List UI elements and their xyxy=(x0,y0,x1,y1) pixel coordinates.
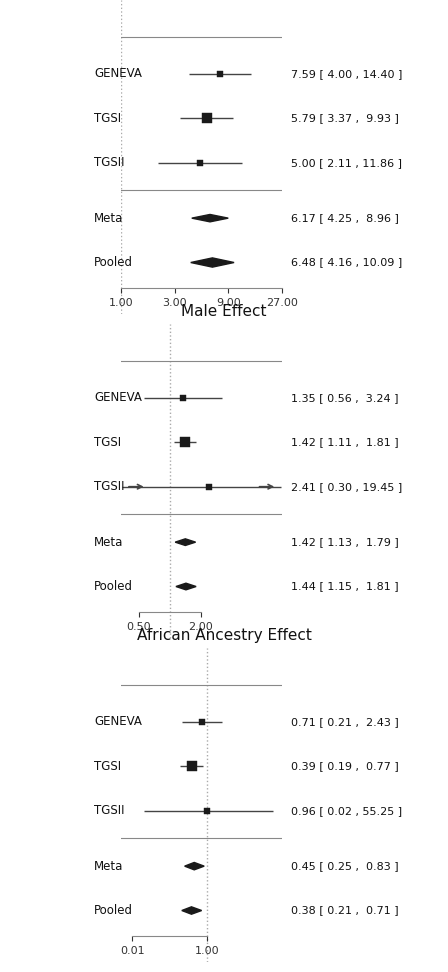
Text: 0.38 [ 0.21 ,  0.71 ]: 0.38 [ 0.21 , 0.71 ] xyxy=(291,906,399,916)
Text: 0.71 [ 0.21 ,  2.43 ]: 0.71 [ 0.21 , 2.43 ] xyxy=(291,717,399,727)
Text: 5.00 [ 2.11 , 11.86 ]: 5.00 [ 2.11 , 11.86 ] xyxy=(291,157,402,168)
Polygon shape xyxy=(191,258,234,267)
Text: Meta: Meta xyxy=(94,536,124,548)
Text: 6.17 [ 4.25 ,  8.96 ]: 6.17 [ 4.25 , 8.96 ] xyxy=(291,213,399,224)
Text: TGSII: TGSII xyxy=(94,804,125,817)
Polygon shape xyxy=(192,215,228,222)
Text: 7.59 [ 4.00 , 14.40 ]: 7.59 [ 4.00 , 14.40 ] xyxy=(291,69,403,79)
Text: 0.39 [ 0.19 ,  0.77 ]: 0.39 [ 0.19 , 0.77 ] xyxy=(291,761,399,772)
Text: 1.35 [ 0.56 ,  3.24 ]: 1.35 [ 0.56 , 3.24 ] xyxy=(291,393,399,403)
Text: GENEVA: GENEVA xyxy=(94,392,142,404)
Text: Pooled: Pooled xyxy=(94,904,133,917)
Text: 1.42 [ 1.13 ,  1.79 ]: 1.42 [ 1.13 , 1.79 ] xyxy=(291,538,399,547)
Text: Meta: Meta xyxy=(94,212,124,225)
Text: Pooled: Pooled xyxy=(94,580,133,593)
Text: TGSI: TGSI xyxy=(94,760,121,773)
Polygon shape xyxy=(176,583,196,590)
Text: Meta: Meta xyxy=(94,859,124,873)
Text: Male Effect: Male Effect xyxy=(181,304,267,319)
Text: 0.45 [ 0.25 ,  0.83 ]: 0.45 [ 0.25 , 0.83 ] xyxy=(291,861,399,871)
Text: African Ancestry Effect: African Ancestry Effect xyxy=(137,628,311,643)
Text: 2.41 [ 0.30 , 19.45 ]: 2.41 [ 0.30 , 19.45 ] xyxy=(291,482,402,492)
Text: 1.42 [ 1.11 ,  1.81 ]: 1.42 [ 1.11 , 1.81 ] xyxy=(291,437,399,447)
Polygon shape xyxy=(185,862,204,870)
Text: GENEVA: GENEVA xyxy=(94,67,142,81)
Text: 0.96 [ 0.02 , 55.25 ]: 0.96 [ 0.02 , 55.25 ] xyxy=(291,806,402,816)
Text: Pooled: Pooled xyxy=(94,256,133,269)
Text: TGSII: TGSII xyxy=(94,480,125,493)
Text: TGSI: TGSI xyxy=(94,435,121,449)
Text: 5.79 [ 3.37 ,  9.93 ]: 5.79 [ 3.37 , 9.93 ] xyxy=(291,114,399,123)
Text: TGSII: TGSII xyxy=(94,156,125,169)
Text: 6.48 [ 4.16 , 10.09 ]: 6.48 [ 4.16 , 10.09 ] xyxy=(291,258,402,267)
Polygon shape xyxy=(182,907,202,915)
Text: 1.44 [ 1.15 ,  1.81 ]: 1.44 [ 1.15 , 1.81 ] xyxy=(291,581,399,592)
Text: GENEVA: GENEVA xyxy=(94,715,142,728)
Polygon shape xyxy=(175,538,196,545)
Text: TGSI: TGSI xyxy=(94,112,121,124)
